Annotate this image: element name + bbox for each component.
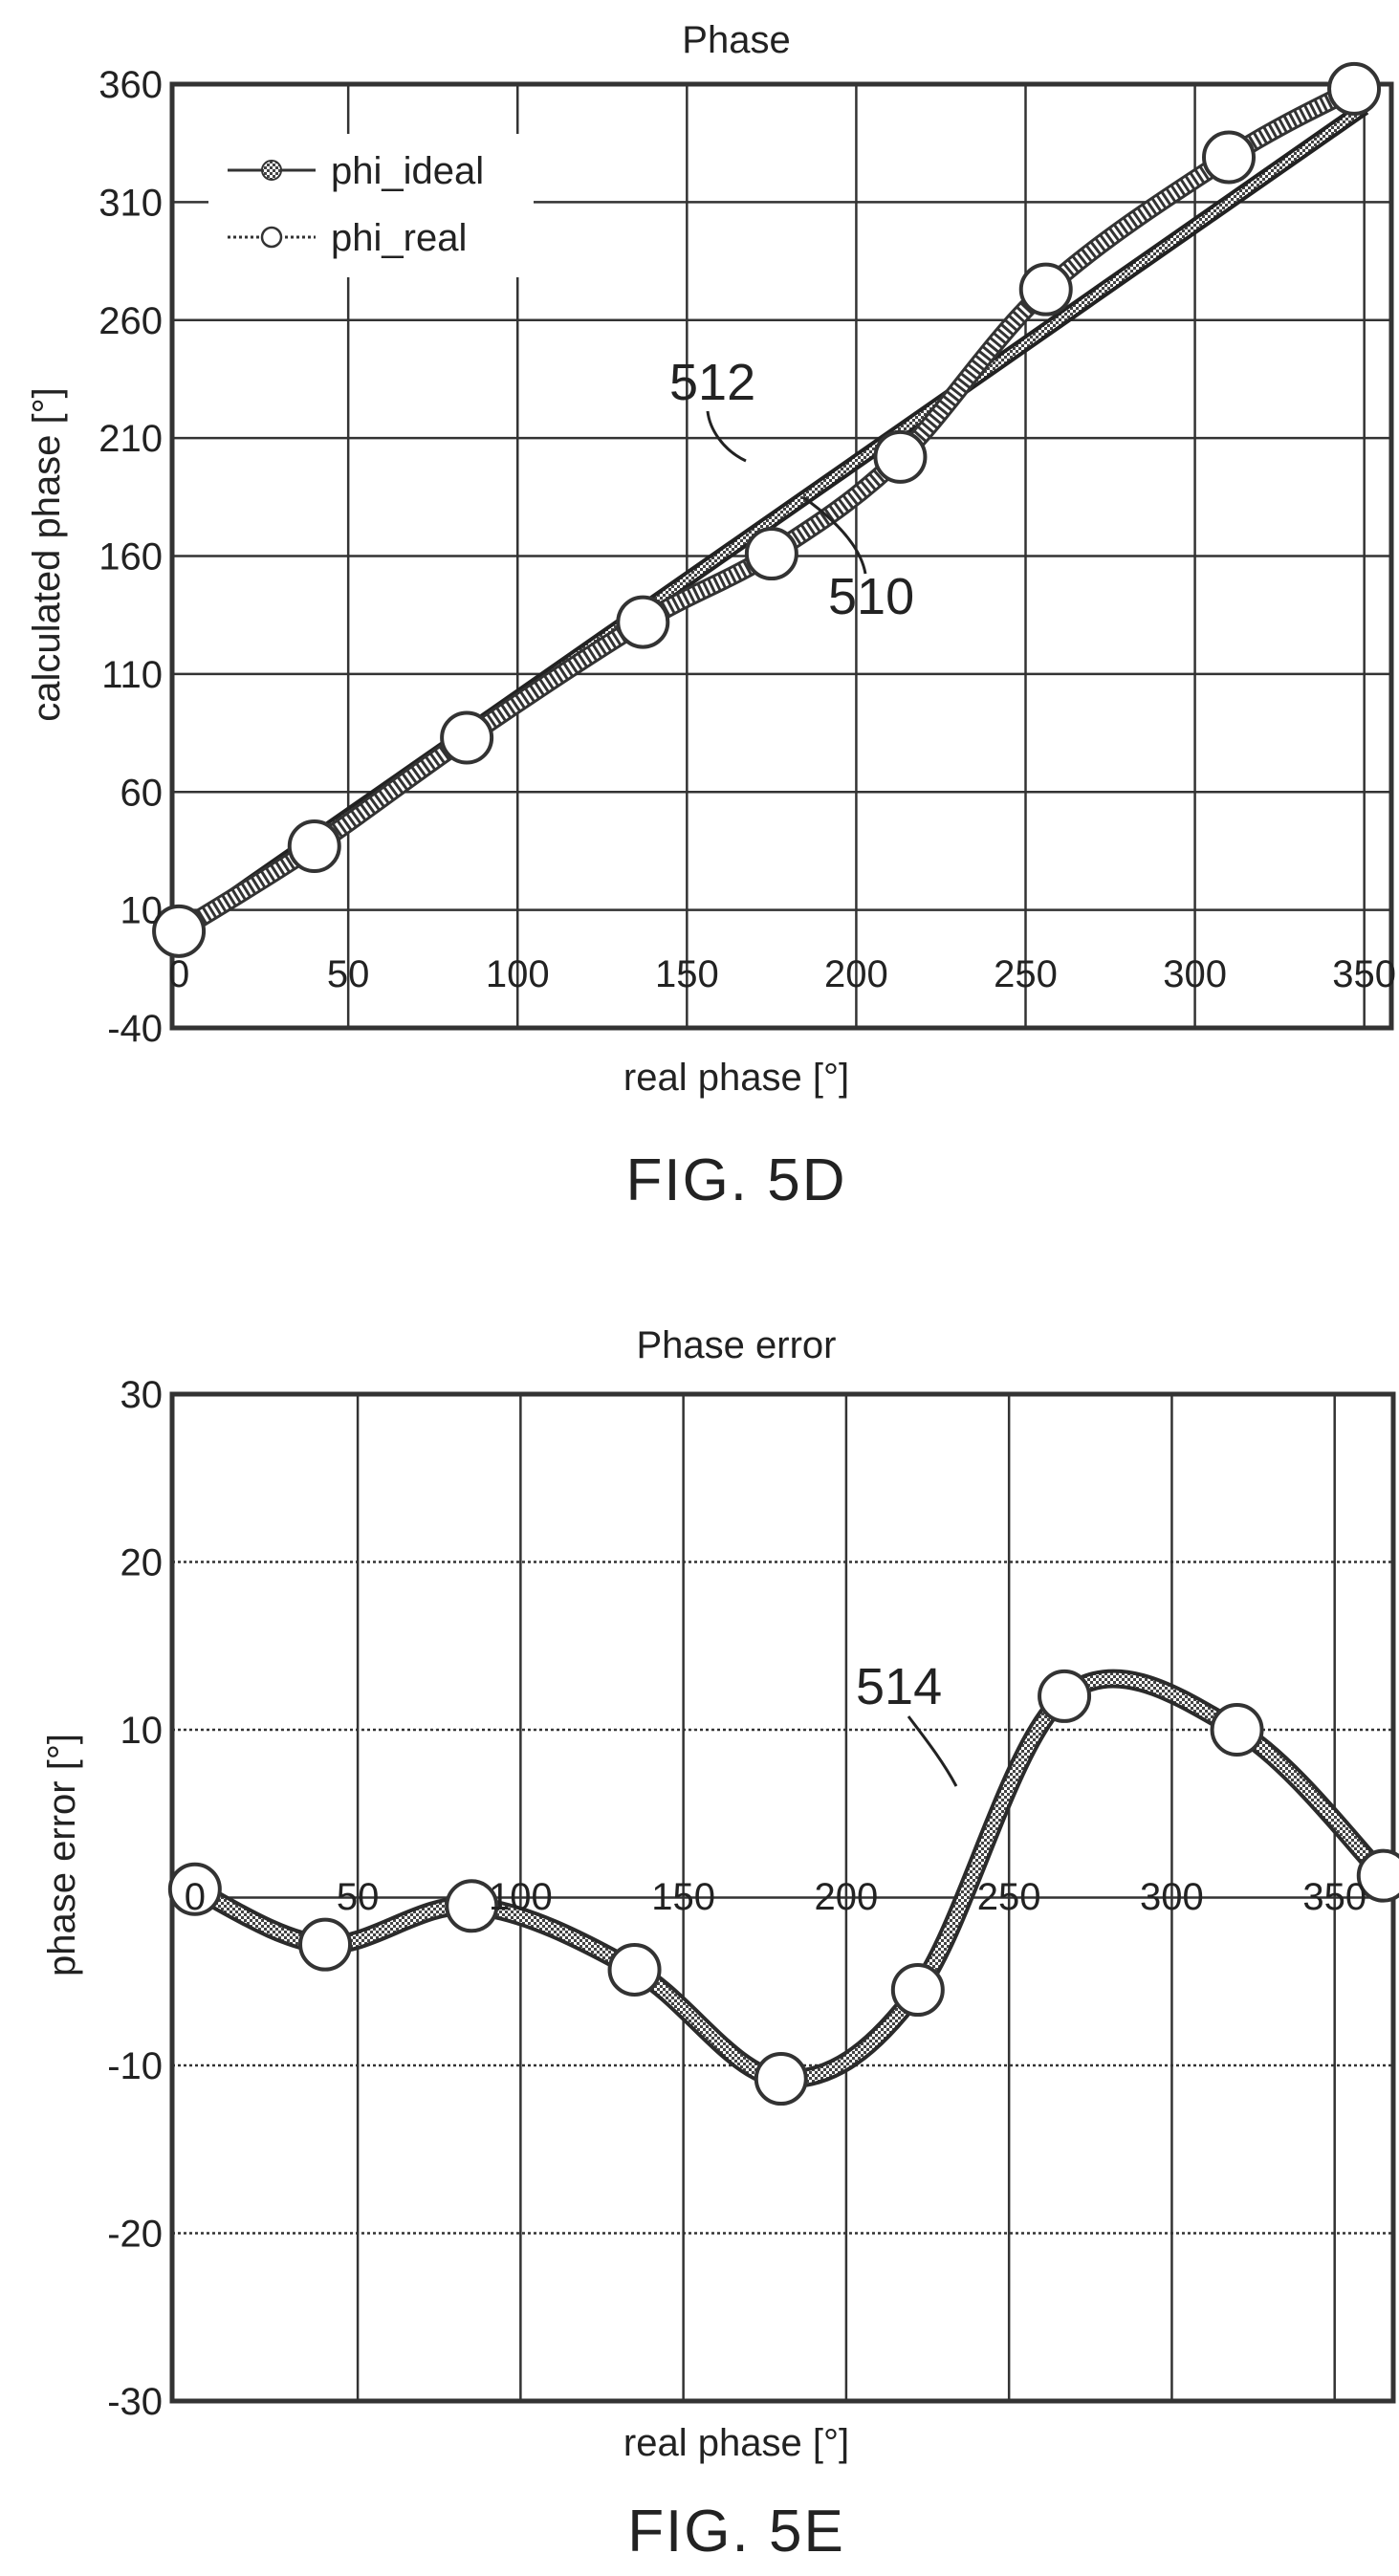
y-tick-label: -40 <box>107 1008 163 1050</box>
y-tick-label: 260 <box>98 300 163 342</box>
x-tick-label: 300 <box>1140 1876 1204 1918</box>
data-point <box>440 710 494 765</box>
data-point <box>152 904 207 958</box>
annotation-510: 510 <box>802 495 914 625</box>
phase-chart-y-axis-label: calculated phase [°] <box>26 387 68 722</box>
annotation-512: 512 <box>669 354 755 463</box>
y-tick-label: -10 <box>107 2045 163 2087</box>
phase-chart-x-axis-label: real phase [°] <box>623 1057 849 1099</box>
series-phi_real <box>152 61 1382 958</box>
legend-item-phi-real: phi_real <box>228 217 467 259</box>
data-point <box>744 527 798 581</box>
data-point <box>754 2052 808 2107</box>
legend-label-phi-real: phi_real <box>331 217 467 259</box>
x-tick-label: 200 <box>815 1876 879 1918</box>
y-tick-label: 30 <box>120 1374 164 1416</box>
data-point <box>287 819 341 874</box>
y-tick-label: 10 <box>120 1710 164 1752</box>
data-point <box>1038 1669 1092 1723</box>
data-point <box>873 429 928 484</box>
series-phase-error <box>167 1669 1399 2107</box>
x-tick-label: 200 <box>824 953 888 995</box>
data-point <box>445 1879 499 1933</box>
y-tick-label: 10 <box>120 890 164 932</box>
annotation-514-leader <box>907 1715 958 1787</box>
y-tick-label: -20 <box>107 2214 163 2256</box>
data-point <box>1018 262 1073 317</box>
x-tick-label: 100 <box>486 953 550 995</box>
data-point <box>1210 1703 1264 1757</box>
phase-error-chart-grid <box>172 1394 1393 2401</box>
legend-label-phi-ideal: phi_ideal <box>331 150 484 192</box>
y-tick-label: 310 <box>98 182 163 224</box>
data-point <box>1356 1848 1399 1903</box>
y-tick-label: 110 <box>101 654 163 696</box>
phase-chart: Phase 360 310 260 210 160 110 60 10 -400 50 100 150… <box>26 19 1396 1213</box>
data-point <box>1327 61 1382 116</box>
x-tick-label: 300 <box>1163 953 1227 995</box>
annotation-514: 514 <box>856 1658 958 1787</box>
phase-error-chart-tick-labels: 30 20 10 -10 -20 -30 0 50 100 150 200 250 300 350 <box>107 1374 1366 2423</box>
y-tick-label: 210 <box>98 418 163 460</box>
x-tick-label: 50 <box>337 1876 380 1918</box>
phase-chart-frame <box>169 81 1394 1031</box>
phase-chart-tick-labels: 360 310 260 210 160 110 60 10 -400 50 100 150 200 250… <box>98 64 1396 1050</box>
y-tick-label: 20 <box>120 1542 164 1584</box>
y-tick-label: 60 <box>120 772 164 814</box>
phase-error-chart-series <box>167 1669 1399 2107</box>
annotation-510-label: 510 <box>828 568 914 625</box>
phase-error-chart: Phase error 30 20 10 -10 -20 -30 0 50 100 150 200 2… <box>41 1324 1399 2565</box>
x-tick-label: 150 <box>651 1876 715 1918</box>
phase-error-chart-y-axis-label: phase error [°] <box>41 1734 83 1976</box>
phase-chart-grid <box>172 84 1391 1028</box>
legend-box <box>208 134 534 277</box>
annotation-512-label: 512 <box>669 354 755 411</box>
annotation-514-label: 514 <box>856 1658 942 1715</box>
fig-5d-caption: FIG. 5D <box>625 1147 846 1213</box>
x-tick-label: 0 <box>168 953 189 995</box>
phase-chart-title: Phase <box>682 19 790 61</box>
x-tick-label: 250 <box>977 1876 1041 1918</box>
legend-item-phi-ideal: phi_ideal <box>228 150 484 192</box>
x-tick-label: 150 <box>655 953 719 995</box>
phase-chart-legend: phi_ideal phi_real <box>208 134 534 277</box>
data-point <box>890 1963 945 2018</box>
x-tick-label: 100 <box>489 1876 553 1918</box>
annotation-510-leader <box>802 495 867 575</box>
y-tick-label: 360 <box>98 64 163 106</box>
annotation-512-leader <box>706 410 747 463</box>
data-point <box>1202 130 1256 185</box>
phase-error-chart-title: Phase error <box>637 1324 837 1366</box>
y-tick-label: 160 <box>98 536 163 579</box>
phase-error-chart-x-axis-label: real phase [°] <box>623 2422 849 2464</box>
phase-chart-series <box>152 61 1382 958</box>
data-point <box>607 1942 662 1997</box>
x-tick-label: 50 <box>327 953 370 995</box>
y-tick-label: -30 <box>107 2381 163 2423</box>
x-tick-label: 0 <box>185 1876 206 1918</box>
fig-5e-caption: FIG. 5E <box>627 2499 845 2565</box>
data-point <box>616 595 670 649</box>
data-point <box>167 1862 222 1916</box>
data-point <box>298 1917 353 1972</box>
x-tick-label: 350 <box>1332 953 1396 995</box>
x-tick-label: 350 <box>1302 1876 1366 1918</box>
x-tick-label: 250 <box>994 953 1058 995</box>
